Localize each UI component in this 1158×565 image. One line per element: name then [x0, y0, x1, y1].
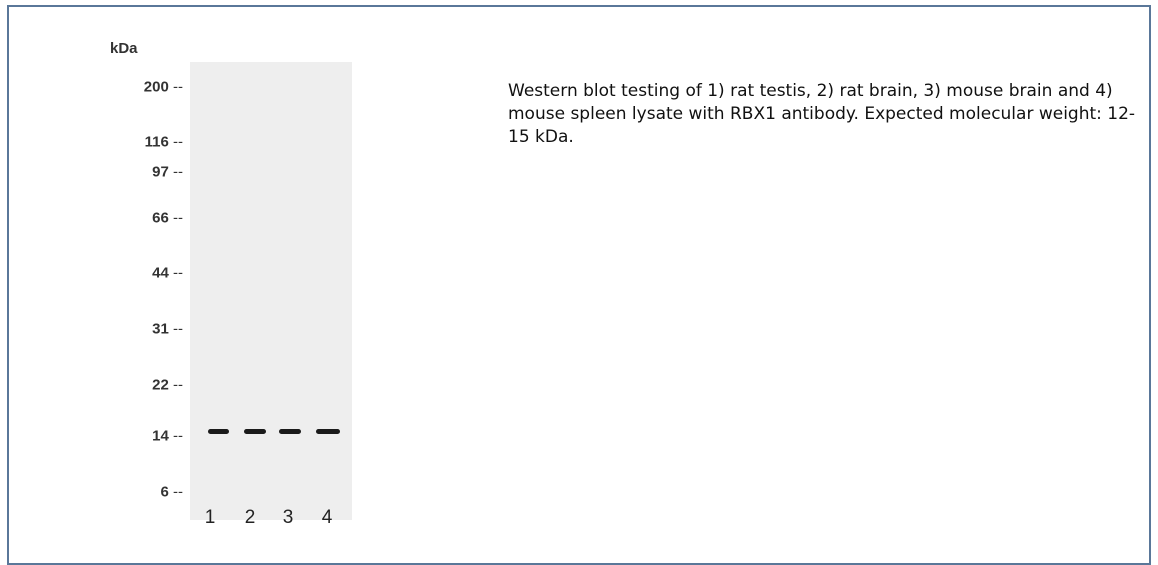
- marker-label: 116: [145, 134, 183, 151]
- band: [279, 429, 301, 434]
- marker-label: 22: [152, 377, 183, 394]
- lane-label: 3: [283, 507, 294, 529]
- marker-label: 14: [152, 428, 183, 445]
- band: [316, 429, 340, 434]
- marker-label: 31: [152, 321, 183, 338]
- marker-label: 200: [144, 79, 183, 96]
- blot-membrane: [190, 62, 352, 520]
- lane-label: 1: [205, 507, 216, 529]
- lane-label: 4: [322, 507, 333, 529]
- marker-label: 6: [160, 484, 183, 501]
- marker-label: 44: [152, 265, 183, 282]
- marker-label: 97: [152, 164, 183, 181]
- unit-label: kDa: [110, 40, 138, 57]
- band: [244, 429, 266, 434]
- lane-label: 2: [245, 507, 256, 529]
- page: kDa 200 116 97 66 44 31 22 14 6 1 2 3 4 …: [0, 0, 1158, 539]
- band: [208, 429, 229, 434]
- marker-label: 66: [152, 210, 183, 227]
- caption: Western blot testing of 1) rat testis, 2…: [508, 80, 1148, 149]
